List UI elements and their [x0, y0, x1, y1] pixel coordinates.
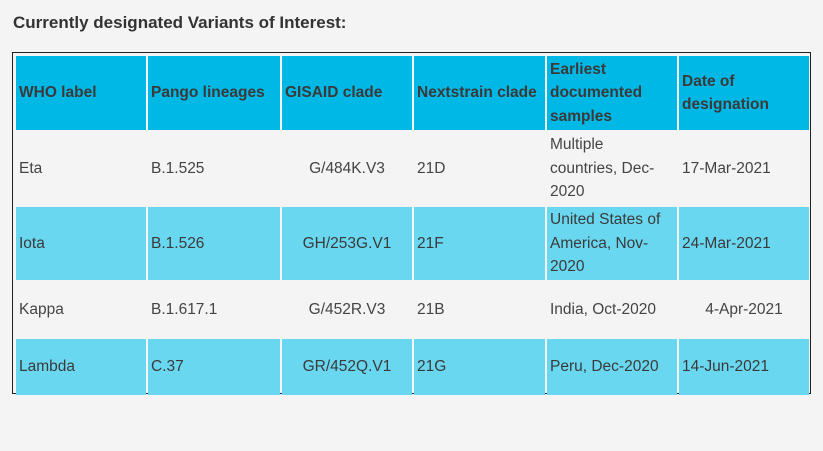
column-header-pango-lineages: Pango lineages — [148, 56, 280, 130]
variants-table: WHO label Pango lineages GISAID clade Ne… — [14, 54, 811, 397]
column-header-gisaid-clade: GISAID clade — [282, 56, 412, 130]
cell-pango-lineage: B.1.525 — [148, 132, 280, 205]
column-header-earliest-samples: Earliest documented samples — [547, 56, 677, 130]
cell-pango-lineage: C.37 — [148, 339, 280, 395]
section-heading: Currently designated Variants of Interes… — [13, 13, 347, 32]
cell-nextstrain-clade: 21F — [414, 207, 545, 280]
cell-nextstrain-clade: 21B — [414, 282, 545, 337]
cell-pango-lineage: B.1.617.1 — [148, 282, 280, 337]
cell-gisaid-clade: GH/253G.V1 — [282, 207, 412, 280]
cell-date-of-designation: 24-Mar-2021 — [679, 207, 809, 280]
column-header-nextstrain-clade: Nextstrain clade — [414, 56, 545, 130]
cell-earliest-samples: Peru, Dec-2020 — [547, 339, 677, 395]
cell-date-of-designation: 4-Apr-2021 — [679, 282, 809, 337]
cell-who-label: Eta — [16, 132, 146, 205]
cell-who-label: Lambda — [16, 339, 146, 395]
table-header-row: WHO label Pango lineages GISAID clade Ne… — [16, 56, 809, 130]
cell-nextstrain-clade: 21D — [414, 132, 545, 205]
table-row: Lambda C.37 GR/452Q.V1 21G Peru, Dec-202… — [16, 339, 809, 395]
column-header-date-of-designation: Date of designation — [679, 56, 809, 130]
table-row: Eta B.1.525 G/484K.V3 21D Multiple count… — [16, 132, 809, 205]
cell-date-of-designation: 17-Mar-2021 — [679, 132, 809, 205]
cell-gisaid-clade: G/452R.V3 — [282, 282, 412, 337]
cell-earliest-samples: Multiple countries, Dec-2020 — [547, 132, 677, 205]
cell-pango-lineage: B.1.526 — [148, 207, 280, 280]
cell-date-of-designation: 14-Jun-2021 — [679, 339, 809, 395]
table-row: Kappa B.1.617.1 G/452R.V3 21B India, Oct… — [16, 282, 809, 337]
cell-gisaid-clade: G/484K.V3 — [282, 132, 412, 205]
column-header-who-label: WHO label — [16, 56, 146, 130]
cell-earliest-samples: India, Oct-2020 — [547, 282, 677, 337]
cell-earliest-samples: United States of America, Nov-2020 — [547, 207, 677, 280]
table-row: Iota B.1.526 GH/253G.V1 21F United State… — [16, 207, 809, 280]
variants-table-frame: WHO label Pango lineages GISAID clade Ne… — [12, 52, 811, 397]
cell-who-label: Kappa — [16, 282, 146, 337]
cell-nextstrain-clade: 21G — [414, 339, 545, 395]
cell-who-label: Iota — [16, 207, 146, 280]
cell-gisaid-clade: GR/452Q.V1 — [282, 339, 412, 395]
